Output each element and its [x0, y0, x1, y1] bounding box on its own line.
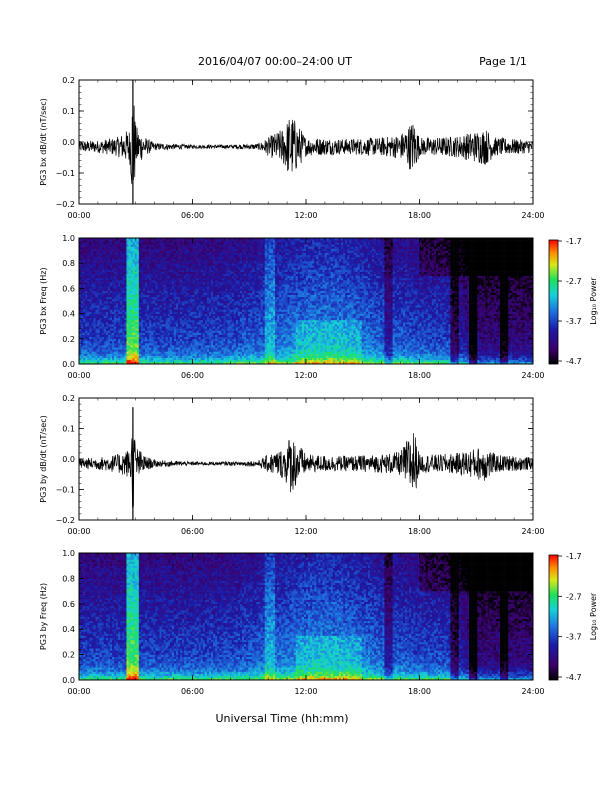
colorbar-tick-label: -4.7 — [566, 673, 582, 682]
x-tick-label: 24:00 — [521, 371, 544, 380]
panel-2: -1.7 -2.7 -3.7 -4.7 Log₁₀ Power 1.0 0.8 0.6 0.4 0… — [39, 234, 598, 380]
y-axis-label: PG3 by dB/dt (nT/sec) — [39, 415, 48, 502]
x-tick-label: 24:00 — [521, 527, 544, 536]
x-tick-label: 00:00 — [67, 527, 90, 536]
spectrogram-cells — [79, 238, 534, 365]
page-number: Page 1/1 — [479, 55, 527, 68]
y-tick-label: 0.8 — [62, 259, 75, 268]
colorbar-tick-label: -1.7 — [566, 237, 582, 246]
colorbar-tick-label: -2.7 — [566, 592, 582, 601]
y-axis-label: PG3 bx Freq (Hz) — [39, 267, 48, 334]
spectrogram-cells — [79, 553, 534, 681]
colorbar-tick-label: -1.7 — [566, 552, 582, 561]
x-tick-label: 18:00 — [408, 687, 431, 696]
y-tick-label: 1.0 — [62, 234, 75, 243]
y-tick-label: 1.0 — [62, 549, 75, 558]
x-tick-label: 00:00 — [67, 211, 90, 220]
y-tick-label: 0.8 — [62, 574, 75, 583]
y-tick-label: 0.2 — [62, 651, 75, 660]
colorbar — [548, 239, 559, 365]
y-tick-label: 0.0 — [62, 138, 75, 147]
colorbar-tick-label: -4.7 — [566, 357, 582, 366]
x-tick-label: 12:00 — [294, 527, 317, 536]
x-tick-label: 00:00 — [67, 687, 90, 696]
y-axis-label: PG3 by Freq (Hz) — [39, 583, 48, 650]
y-axis-label: PG3 bx dB/dt (nT/sec) — [39, 98, 48, 185]
x-tick-label: 06:00 — [181, 371, 204, 380]
x-tick-label: 18:00 — [408, 211, 431, 220]
panel-4: -1.7 -2.7 -3.7 -4.7 Log₁₀ Power 1.0 0.8 0.6 0.4 0… — [39, 549, 598, 696]
series-trace — [79, 425, 533, 508]
y-tick-label: 0.2 — [62, 335, 75, 344]
colorbar-tick-label: -3.7 — [566, 317, 582, 326]
y-tick-label: −0.1 — [56, 169, 75, 178]
x-tick-label: 12:00 — [294, 687, 317, 696]
y-tick-label: 0.0 — [62, 455, 75, 464]
x-tick-label: 12:00 — [294, 211, 317, 220]
x-tick-label: 18:00 — [408, 527, 431, 536]
y-tick-label: 0.6 — [62, 284, 75, 293]
y-tick-label: −0.2 — [56, 200, 75, 209]
colorbar-tick-label: -2.7 — [566, 277, 582, 286]
y-tick-label: 0.4 — [62, 625, 75, 634]
colorbar-label: Log₁₀ Power — [589, 277, 598, 325]
y-tick-label: −0.2 — [56, 516, 75, 525]
series-trace — [79, 105, 533, 185]
x-tick-label: 06:00 — [181, 527, 204, 536]
panel-3: 0.2 0.1 0.0 −0.1 −0.2 00:00 06:00 12:00 18:00 24:… — [39, 394, 545, 536]
x-tick-label: 12:00 — [294, 371, 317, 380]
y-tick-label: 0.2 — [62, 394, 75, 403]
x-tick-label: 18:00 — [408, 371, 431, 380]
x-tick-label: 06:00 — [181, 211, 204, 220]
x-tick-label: 06:00 — [181, 687, 204, 696]
y-tick-label: −0.1 — [56, 486, 75, 495]
colorbar-label: Log₁₀ Power — [589, 592, 598, 640]
y-tick-label: 0.1 — [62, 425, 75, 434]
colorbar — [548, 554, 559, 681]
y-tick-label: 0.2 — [62, 76, 75, 85]
page-title: 2016/04/07 00:00–24:00 UT — [198, 55, 352, 68]
y-tick-label: 0.0 — [62, 360, 75, 369]
x-tick-label: 24:00 — [521, 687, 544, 696]
x-tick-label: 24:00 — [521, 211, 544, 220]
colorbar-tick-label: -3.7 — [566, 633, 582, 642]
panel-1: 0.2 0.1 0.0 −0.1 −0.2 00:00 06:00 12:00 18:00 24:… — [39, 76, 545, 220]
y-tick-label: 0.0 — [62, 676, 75, 685]
x-axis-label: Universal Time (hh:mm) — [216, 712, 349, 725]
y-tick-label: 0.1 — [62, 107, 75, 116]
panels-group: 0.2 0.1 0.0 −0.1 −0.2 00:00 06:00 12:00 18:00 24:… — [39, 76, 598, 696]
x-tick-label: 00:00 — [67, 371, 90, 380]
y-tick-label: 0.6 — [62, 600, 75, 609]
y-tick-label: 0.4 — [62, 310, 75, 319]
